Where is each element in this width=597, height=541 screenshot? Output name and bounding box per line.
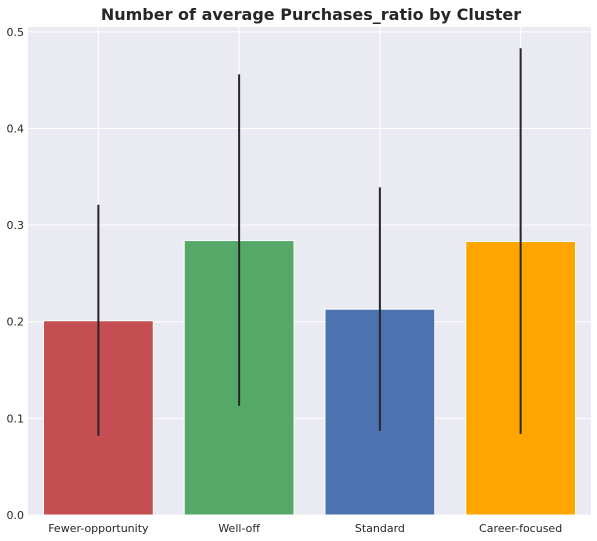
- y-tick-label: 0.3: [7, 219, 25, 232]
- y-tick-label: 0.4: [7, 122, 25, 135]
- x-tick-label: Standard: [355, 522, 405, 535]
- y-tick-label: 0.1: [7, 412, 25, 425]
- y-tick-label: 0.2: [7, 316, 25, 329]
- x-tick-label: Career-focused: [479, 522, 562, 535]
- y-axis-ticks: 0.0 0.1 0.2 0.3 0.4 0.5: [7, 26, 25, 522]
- error-bars: [97, 48, 522, 436]
- y-tick-label: 0.5: [7, 26, 25, 39]
- x-tick-label: Well-off: [218, 522, 260, 535]
- x-tick-label: Fewer-opportunity: [48, 522, 149, 535]
- y-tick-label: 0.0: [7, 509, 25, 522]
- chart-title: Number of average Purchases_ratio by Clu…: [101, 5, 521, 24]
- x-axis-ticks: Fewer-opportunity Well-off Standard Career-…: [48, 522, 562, 535]
